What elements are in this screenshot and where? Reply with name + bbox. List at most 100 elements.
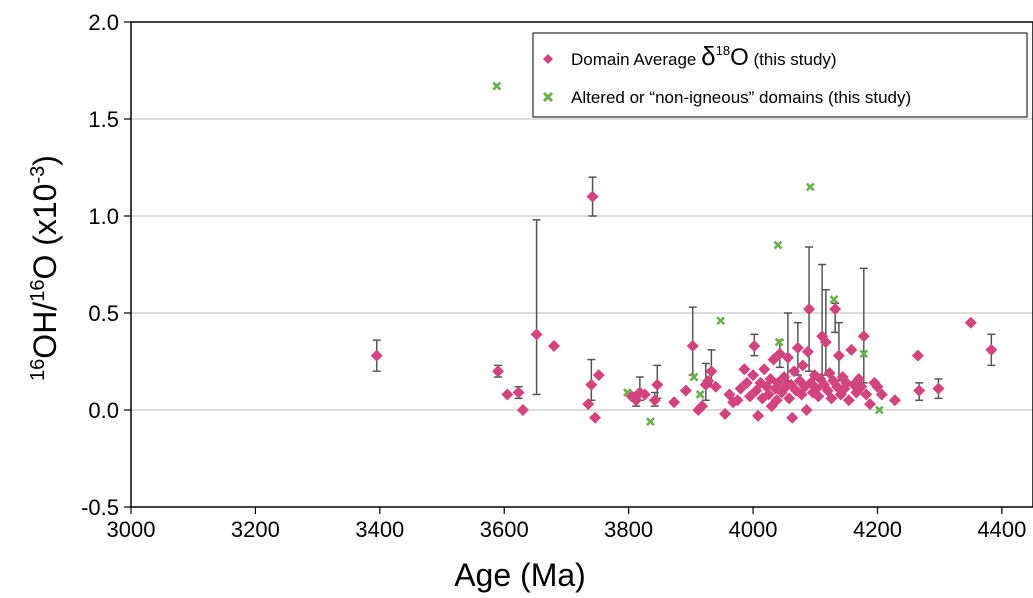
y-tick-label: -0.5 (81, 495, 119, 520)
domain-average-point (752, 409, 765, 422)
domain-average-point (492, 365, 505, 378)
domain-average-point (592, 369, 605, 382)
x-tick-label: 3400 (355, 517, 404, 542)
domain-average-point (651, 378, 664, 391)
altered-domain-point (646, 417, 655, 427)
y-label-post: O (x10 (27, 184, 63, 280)
domain-average-point (696, 400, 709, 413)
data-points (370, 81, 998, 427)
altered-domain-point (689, 372, 699, 382)
domain-average-point (638, 388, 651, 401)
domain-average-point (585, 378, 598, 391)
domain-average-point (501, 388, 514, 401)
x-tick-label: 4000 (729, 517, 778, 542)
domain-average-point (512, 386, 525, 399)
domain-average-point (860, 388, 873, 401)
domain-average-point (516, 404, 529, 416)
altered-domain-point (695, 390, 705, 399)
legend-marker-domain-average (543, 54, 553, 64)
y-label-mid: OH/ (27, 302, 63, 359)
y-tick-label: 0.5 (88, 301, 119, 326)
domain-average-point (791, 341, 804, 354)
y-label-sup-2: 16 (27, 280, 49, 302)
y-tick-label: 1.0 (88, 204, 119, 229)
domain-average-point (857, 330, 870, 343)
domain-average-point (747, 369, 760, 382)
domain-average-point (875, 388, 888, 401)
domain-average-point (864, 398, 877, 411)
domain-average-point (702, 374, 715, 387)
domain-average-point (801, 345, 814, 358)
domain-average-point (819, 336, 832, 349)
domain-average-point (788, 365, 801, 378)
domain-average-point (911, 349, 924, 362)
domain-average-point (731, 394, 744, 407)
domain-average-point (796, 359, 809, 372)
domain-average-point (758, 363, 771, 376)
y-tick-label: 2.0 (88, 10, 119, 35)
domain-average-point (648, 394, 661, 407)
x-tick-label: 3000 (107, 517, 156, 542)
plot-frame (130, 21, 1033, 508)
altered-domain-point (773, 240, 783, 250)
altered-domain-point (829, 295, 839, 304)
legend: Domain Average δ18O (this study) Altered… (532, 32, 1028, 118)
domain-average-point (985, 343, 998, 356)
domain-average-point (582, 398, 595, 411)
domain-average-point (709, 380, 722, 393)
legend-label-altered: Altered or “non-igneous” domains (this s… (571, 88, 911, 107)
domain-average-point (800, 404, 813, 416)
domain-average-point (762, 388, 775, 401)
domain-average-point (932, 382, 945, 395)
domain-average-point (705, 365, 718, 378)
x-axis-label: Age (Ma) (454, 557, 586, 593)
domain-average-point (845, 343, 858, 356)
domain-average-point (738, 363, 751, 376)
domain-average-point (781, 351, 794, 364)
legend-label-domain-average: Domain Average δ18O (this study) (571, 41, 837, 71)
domain-average-point (786, 411, 799, 424)
domain-average-point (812, 390, 825, 403)
x-tick-label: 3200 (231, 517, 280, 542)
domain-average-point (913, 384, 926, 397)
gridlines (131, 118, 1033, 411)
domain-average-point (770, 394, 783, 407)
y-tick-label: 0.0 (88, 398, 119, 423)
domain-average-point (586, 190, 599, 203)
domain-average-point (734, 382, 747, 395)
domain-average-point (778, 371, 791, 384)
domain-average-point (888, 394, 901, 407)
altered-domain-point (805, 182, 815, 192)
domain-average-point (832, 349, 845, 362)
legend-box (532, 32, 1028, 118)
x-axis-ticks: 3000 3200 3400 3600 3800 4000 4200 4400 (107, 507, 1026, 542)
y-label-sup-1: 16 (27, 359, 49, 381)
x-tick-label: 4400 (977, 517, 1026, 542)
domain-average-point (743, 390, 756, 403)
x-tick-label: 3600 (480, 517, 529, 542)
y-label-close: ) (27, 155, 63, 166)
domain-average-point (530, 328, 543, 341)
altered-domain-point (874, 405, 884, 415)
altered-domain-point (859, 349, 869, 359)
domain-average-point (748, 339, 761, 352)
domain-average-point (871, 380, 884, 393)
domain-average-point (803, 303, 816, 316)
altered-domain-point (774, 337, 784, 347)
domain-average-point (783, 392, 796, 405)
domain-average-point (842, 394, 855, 407)
domain-average-point (964, 316, 977, 329)
domain-average-point (668, 396, 681, 409)
x-tick-label: 4200 (853, 517, 902, 542)
legend-marker-altered (542, 91, 554, 103)
y-axis-ticks: -0.5 0.0 0.5 1.0 1.5 2.0 (81, 10, 131, 520)
domain-average-point (686, 339, 699, 352)
domain-average-point (767, 353, 780, 366)
domain-average-point (589, 411, 602, 424)
domain-average-point (825, 392, 838, 405)
domain-average-point (679, 384, 692, 397)
domain-average-point (829, 303, 842, 316)
y-axis-label: 16OH/16O (x10-3) (27, 155, 63, 381)
domain-average-point (719, 407, 732, 420)
